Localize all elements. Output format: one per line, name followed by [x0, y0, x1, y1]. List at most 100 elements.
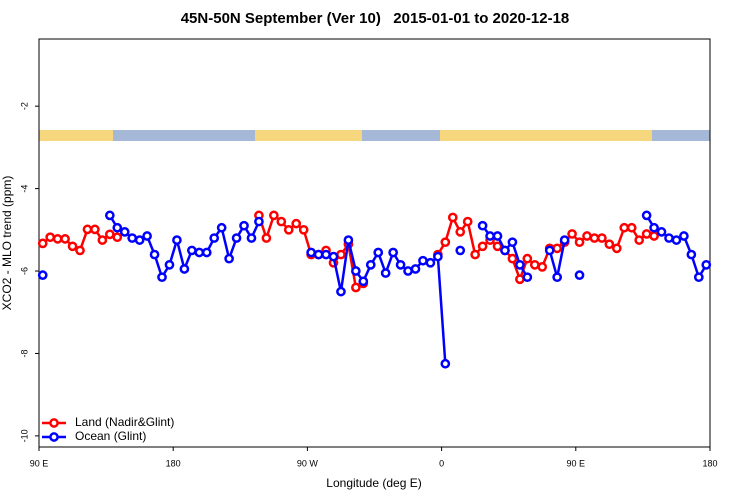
data-point — [269, 210, 279, 221]
data-point — [522, 272, 533, 283]
legend-marker — [49, 432, 59, 442]
data-point — [37, 270, 48, 280]
data-point — [492, 231, 503, 241]
data-point — [649, 231, 659, 241]
data-point — [291, 218, 302, 229]
data-point — [485, 231, 495, 241]
legend-label: Ocean (Glint) — [75, 429, 146, 443]
data-point — [589, 233, 600, 243]
data-point — [343, 235, 354, 245]
data-point — [447, 212, 458, 223]
data-point — [567, 229, 577, 239]
data-point — [194, 247, 205, 258]
data-point — [574, 270, 585, 280]
data-point — [455, 227, 466, 237]
data-point — [552, 272, 563, 283]
data-point — [351, 266, 361, 276]
data-point — [276, 216, 287, 227]
data-point — [104, 229, 115, 240]
data-point — [321, 249, 331, 260]
data-point — [477, 220, 488, 231]
data-point — [477, 241, 488, 252]
data-point — [60, 234, 70, 244]
data-point — [671, 235, 682, 245]
data-point — [522, 253, 533, 264]
data-point — [67, 241, 78, 252]
data-point — [179, 264, 190, 274]
data-point — [418, 255, 428, 266]
x-tick-label: 180 — [702, 458, 717, 468]
data-point — [649, 222, 659, 233]
ocean-band — [113, 130, 255, 141]
x-tick-label: 0 — [439, 458, 444, 468]
data-point — [455, 245, 466, 256]
data-point — [112, 232, 123, 243]
data-point — [127, 233, 138, 243]
data-point — [142, 231, 152, 241]
data-point — [104, 210, 115, 221]
data-point — [664, 233, 674, 243]
data-point — [254, 216, 264, 227]
data-point — [425, 257, 436, 268]
data-point — [440, 358, 451, 369]
data-point — [209, 233, 220, 243]
data-point — [634, 235, 645, 245]
data-point — [149, 249, 160, 260]
data-point — [507, 237, 518, 248]
y-tick-label: -8 — [19, 349, 29, 357]
data-point — [604, 239, 615, 250]
y-axis-title: XCO2 - MLO trend (ppm) — [0, 176, 14, 311]
data-point — [619, 222, 630, 233]
data-point — [559, 235, 570, 245]
data-point — [231, 233, 242, 243]
data-point — [328, 251, 339, 262]
data-point — [90, 224, 100, 235]
data-point — [701, 259, 712, 270]
data-point — [37, 238, 48, 249]
ocean-band — [652, 130, 710, 141]
data-point — [186, 245, 197, 256]
data-point — [582, 231, 592, 241]
data-point — [298, 224, 309, 235]
series-line — [108, 214, 708, 364]
data-point — [492, 241, 503, 252]
data-point — [500, 245, 510, 256]
data-point — [172, 235, 182, 245]
data-point — [507, 253, 518, 264]
data-point — [529, 259, 540, 270]
x-tick-label: 180 — [166, 458, 181, 468]
data-point — [544, 245, 555, 256]
data-point — [641, 210, 652, 221]
legend-marker — [49, 418, 59, 428]
data-point — [239, 220, 249, 231]
data-point — [246, 233, 257, 243]
chart-title: 45N-50N September (Ver 10) 2015-01-01 to… — [181, 10, 570, 27]
data-point — [656, 227, 667, 237]
data-point — [686, 249, 697, 260]
y-tick-label: -4 — [19, 185, 29, 193]
data-point — [388, 247, 398, 258]
data-point — [201, 247, 212, 258]
data-point — [470, 249, 480, 260]
data-point — [693, 272, 704, 283]
y-tick-label: -2 — [19, 102, 29, 110]
data-point — [440, 237, 451, 248]
data-point — [336, 249, 346, 260]
data-point — [552, 243, 563, 254]
data-point — [380, 268, 391, 278]
data-point — [395, 259, 406, 270]
data-point — [462, 216, 473, 227]
data-point — [410, 264, 421, 274]
data-point — [515, 274, 525, 285]
data-point — [134, 235, 145, 245]
data-point — [611, 243, 622, 254]
data-point — [306, 247, 316, 258]
data-point — [515, 259, 525, 270]
legend-label: Land (Nadir&Glint) — [75, 415, 174, 429]
data-point — [537, 262, 548, 272]
data-point — [97, 235, 108, 245]
data-point — [679, 231, 689, 241]
data-point — [597, 233, 607, 243]
data-point — [336, 286, 346, 297]
